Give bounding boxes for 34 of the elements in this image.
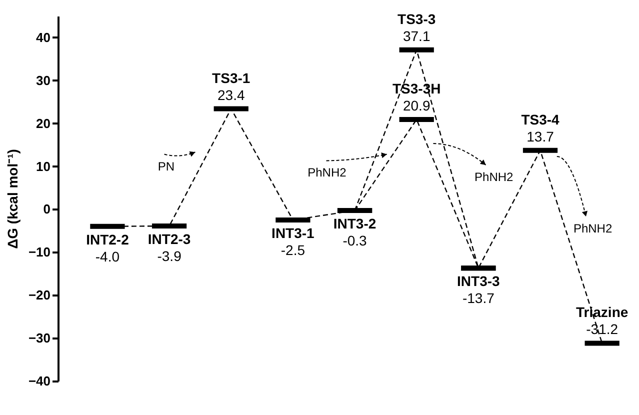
y-axis-title: ΔG (kcal mol⁻¹) [4,149,20,249]
annotation: PN [158,159,175,174]
y-tick-label: 10 [36,158,50,174]
y-tick-label: −20 [28,288,50,303]
data-label: 20.9 [402,97,430,114]
annotation: INT3-2 [333,216,376,232]
annotation: INT2-2 [86,231,130,248]
y-tick-label: 30 [36,72,50,88]
data-label: -0.3 [342,232,368,249]
y-tick-label: −10 [28,244,50,260]
annotation: PhNH2 [308,166,347,180]
y-tick-label: 40 [36,30,50,45]
annotation: INT2-3 [148,230,191,247]
annotation: INT3-1 [272,224,315,241]
y-tick-label: 20 [36,116,50,131]
annotation: INT3-3 [457,273,500,290]
data-label: -31.2 [586,321,618,338]
annotation: TS3-4 [521,111,560,128]
data-label: 13.7 [526,128,554,144]
annotation: TS3-1 [212,70,250,86]
annotation: PhNH2 [573,222,612,236]
annotation: Triazine [576,304,628,320]
annotation: TS3-3H [392,80,441,96]
data-label: -3.9 [157,248,182,264]
data-label: 23.4 [217,86,245,103]
data-label: -2.5 [280,242,306,258]
y-tick-label: 0 [43,202,50,217]
data-label: -4.0 [95,248,120,264]
y-tick-label: −30 [28,330,50,346]
y-tick-label: −40 [28,374,50,388]
annotation: PhNH2 [474,170,514,184]
data-label: 37.1 [402,28,430,44]
data-label: -13.7 [462,290,495,306]
annotation: TS3-3 [398,10,436,27]
